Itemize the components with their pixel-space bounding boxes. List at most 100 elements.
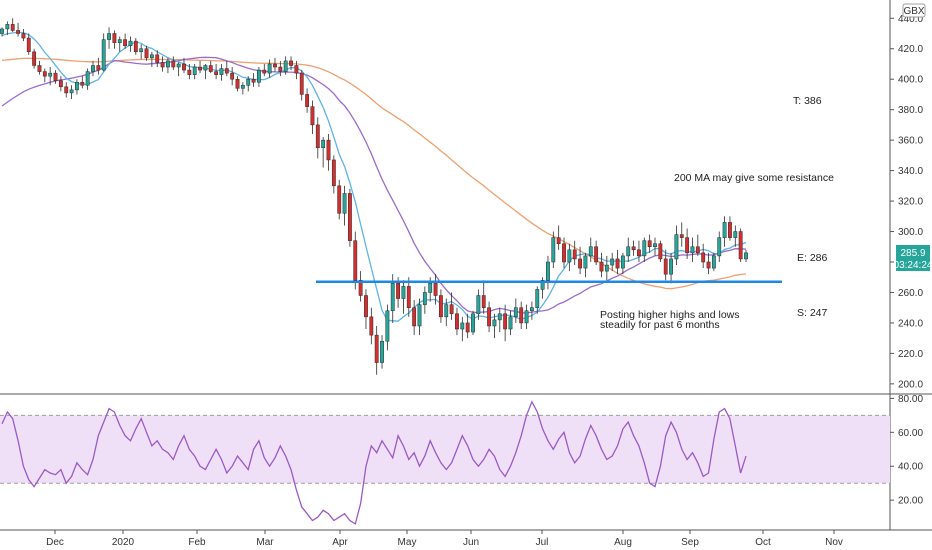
candle-body <box>0 28 4 34</box>
candle-body <box>326 139 331 161</box>
candle <box>594 240 599 266</box>
candle-body <box>647 240 652 248</box>
candle <box>26 33 31 55</box>
candle <box>513 298 518 323</box>
candle-body <box>273 63 277 68</box>
candle <box>112 30 117 49</box>
candle <box>406 277 411 317</box>
candle-body <box>701 252 706 263</box>
candle-body <box>722 222 727 238</box>
rsi-tick-label: 20.00 <box>898 496 923 507</box>
candle <box>149 51 154 68</box>
price-tick-label: 200.0 <box>898 379 923 390</box>
candle-body <box>449 304 454 315</box>
candle-body <box>615 258 620 269</box>
candle <box>321 137 326 168</box>
candle <box>583 252 588 278</box>
candle-body <box>535 289 540 308</box>
time-tick-label: Apr <box>332 537 348 548</box>
candle-body <box>428 283 433 293</box>
price-tick-label: 240.0 <box>898 318 923 329</box>
candle-body <box>578 258 582 269</box>
candle-body <box>508 316 513 330</box>
candle <box>508 310 513 336</box>
candle-body <box>653 243 657 248</box>
candle <box>449 292 454 320</box>
candle <box>358 271 363 302</box>
candle <box>160 56 165 72</box>
candle <box>171 56 176 71</box>
candle-body <box>588 246 593 257</box>
candle <box>653 237 657 256</box>
candle <box>80 76 85 89</box>
candle <box>203 63 208 80</box>
candle-body <box>556 237 561 244</box>
candle <box>91 60 95 77</box>
candle <box>155 50 160 68</box>
candle <box>251 73 256 87</box>
candle-body <box>519 307 524 324</box>
candle <box>262 63 267 77</box>
candle <box>690 237 695 262</box>
candle <box>219 63 224 81</box>
candle-body <box>663 258 668 275</box>
candle <box>733 225 738 247</box>
candle-body <box>64 86 69 94</box>
candle <box>128 36 133 52</box>
candle-body <box>171 60 176 68</box>
rsi-tick-label: 60.00 <box>898 428 923 439</box>
candle <box>192 63 197 80</box>
candle <box>75 79 79 95</box>
candle <box>615 249 620 275</box>
candle-body <box>26 37 31 53</box>
price-tick-label: 440.0 <box>898 14 923 25</box>
candle-body <box>396 283 400 299</box>
candle <box>240 82 245 95</box>
countdown-text: 03:24:24 <box>894 260 932 271</box>
time-tick-label: Nov <box>825 537 843 548</box>
candle <box>364 289 368 330</box>
candle <box>224 60 229 77</box>
candle-body <box>380 340 384 363</box>
candle <box>348 188 352 247</box>
candle-body <box>695 246 700 254</box>
price-tick-label: 340.0 <box>898 166 923 177</box>
candle <box>663 249 668 281</box>
candle-body <box>401 286 406 299</box>
candle <box>412 300 417 336</box>
candle-body <box>85 71 90 86</box>
candle <box>342 185 347 226</box>
candle <box>187 63 192 80</box>
candle-body <box>192 66 197 75</box>
time-tick-label: Jul <box>536 537 549 548</box>
candle <box>305 88 310 113</box>
rsi-pane: 80.00 60.00 40.00 20.00 <box>0 394 923 525</box>
candle-body <box>91 65 95 72</box>
trend-note-line1: Posting higher highs and lows <box>600 309 740 321</box>
candle-body <box>364 295 368 318</box>
candle-body <box>599 261 604 272</box>
candle-body <box>369 316 374 336</box>
candle-body <box>390 283 395 311</box>
candle <box>85 68 90 90</box>
candle <box>42 68 47 83</box>
candle-body <box>374 334 379 363</box>
price-tick-label: 400.0 <box>898 75 923 86</box>
candle-body <box>524 310 529 324</box>
time-tick-label: Dec <box>46 537 64 548</box>
currency-badge-text: GBX <box>903 6 924 17</box>
candle <box>0 27 4 37</box>
candle-body <box>240 85 245 89</box>
candle <box>647 234 652 253</box>
candle-body <box>117 39 122 43</box>
candle <box>674 225 679 266</box>
candle-body <box>669 258 673 275</box>
candle <box>669 252 673 284</box>
candle-body <box>176 63 181 68</box>
candle <box>315 117 320 159</box>
rsi-line <box>1 400 747 525</box>
candle-body <box>422 292 427 305</box>
candle <box>257 67 261 87</box>
candle <box>433 274 438 305</box>
candle-body <box>337 185 342 214</box>
